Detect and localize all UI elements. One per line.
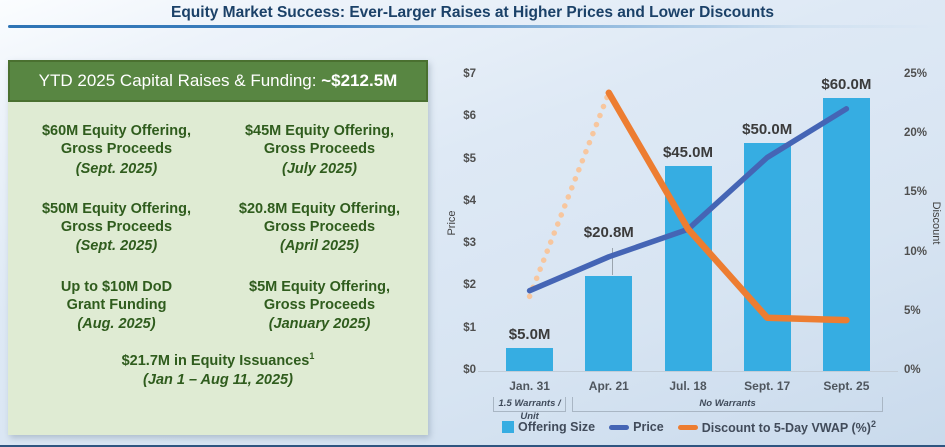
- x-axis-line: [478, 371, 898, 372]
- offering-bar: [585, 276, 633, 371]
- discount-line-swatch: [677, 424, 698, 430]
- x-axis-label: Jul. 18: [669, 379, 707, 393]
- funding-item-text: $45M Equity Offering, Gross Proceeds: [244, 123, 395, 158]
- right-axis-tick: 0%: [904, 364, 921, 376]
- title-divider: [8, 25, 939, 28]
- slide-bottom-border: [0, 445, 945, 447]
- price-line-swatch: [609, 424, 630, 430]
- right-axis-tick: 5%: [904, 304, 921, 317]
- left-axis-tick: $5: [463, 152, 476, 165]
- funding-item: $60M Equity Offering, Gross Proceeds (Sep…: [18, 122, 215, 178]
- capital-raises-header: YTD 2025 Capital Raises & Funding: ~$212…: [8, 60, 428, 102]
- discount-line: [605, 89, 850, 324]
- left-axis-tick: $4: [463, 194, 476, 207]
- x-axis-label: Jan. 31: [509, 379, 550, 393]
- legend-discount: Discount to 5-Day VWAP (%)2: [677, 419, 876, 436]
- funding-item: $5M Equity Offering, Gross Proceeds (Janu…: [221, 278, 418, 334]
- capital-raises-body: $60M Equity Offering, Gross Proceeds (Sep…: [8, 102, 428, 435]
- right-axis-title: Discount: [930, 201, 942, 245]
- offering-bar: [506, 348, 554, 371]
- warrants-bracket: No Warrants: [572, 397, 883, 412]
- warrants-bracket: 1.5 Warrants / Unit: [493, 397, 567, 422]
- page-title: Equity Market Success: Ever-Larger Raise…: [171, 4, 774, 21]
- bar-value-label: $50.0M: [742, 121, 793, 139]
- capital-raises-panel: YTD 2025 Capital Raises & Funding: ~$212…: [8, 60, 428, 435]
- equity-issuances-note: $21.7M in Equity Issuances1 (Jan 1 – Aug…: [18, 351, 418, 389]
- x-axis-label: Apr. 21: [588, 379, 629, 393]
- funding-item: $45M Equity Offering, Gross Proceeds (Jul…: [221, 122, 418, 178]
- left-axis-tick: $2: [463, 279, 476, 292]
- funding-item: $20.8M Equity Offering, Gross Proceeds (A…: [221, 200, 418, 256]
- right-axis-tick: 20%: [904, 127, 928, 140]
- capital-raises-header-text: YTD 2025 Capital Raises & Funding:: [38, 71, 322, 90]
- left-axis-tick: $0: [463, 364, 476, 376]
- chart-legend: Offering Size Price Discount to 5-Day VW…: [488, 419, 890, 435]
- funding-item-date: (January 2025): [268, 316, 371, 333]
- funding-item-date: (July 2025): [282, 160, 357, 177]
- offering-bar: [743, 143, 791, 371]
- legend-price: Price: [609, 420, 664, 434]
- right-axis-tick: 25%: [904, 68, 928, 80]
- legend-discount-label: Discount to 5-Day VWAP (%)2: [701, 419, 876, 436]
- legend-offering-size: Offering Size: [502, 420, 595, 434]
- capital-raises-total: ~$212.5M: [321, 71, 398, 90]
- left-axis-tick: $3: [463, 237, 476, 250]
- left-axis-tick: $1: [463, 321, 476, 334]
- equity-issuances-text: $21.7M in Equity Issuances1: [121, 351, 315, 370]
- legend-price-label: Price: [633, 420, 664, 435]
- discount-line-dotted-segment: [526, 90, 612, 300]
- bar-value-label: $20.8M: [583, 224, 634, 242]
- bar-label-leader-line: [611, 248, 613, 276]
- funding-item-date: (Sept. 2025): [75, 160, 158, 177]
- x-axis-label: Sept. 25: [823, 379, 870, 393]
- bar-value-label: $60.0M: [821, 75, 872, 93]
- left-axis-title: Price: [446, 210, 458, 236]
- right-axis-tick: 15%: [904, 186, 928, 199]
- funding-item: Up to $10M DoD Grant Funding (Aug. 2025): [18, 278, 215, 334]
- bar-value-label: $5.0M: [508, 326, 551, 344]
- funding-item-date: (Sept. 2025): [75, 238, 158, 255]
- right-axis-tick: 10%: [904, 245, 928, 258]
- left-axis-tick: $7: [463, 68, 476, 80]
- funding-item-text: $20.8M Equity Offering, Gross Proceeds: [238, 200, 401, 236]
- funding-item-date: (Aug. 2025): [77, 316, 156, 333]
- funding-item-date: (April 2025): [280, 238, 359, 255]
- bar-value-label: $45.0M: [662, 144, 714, 162]
- x-axis-label: Sept. 17: [744, 379, 791, 393]
- funding-item-text: $5M Equity Offering, Gross Proceeds: [249, 278, 390, 313]
- offering-bar: [822, 97, 870, 371]
- funding-item-text: Up to $10M DoD Grant Funding: [60, 278, 173, 313]
- left-axis-tick: $6: [463, 110, 476, 123]
- offering-size-swatch: [502, 421, 515, 434]
- funding-item-text: $60M Equity Offering, Gross Proceeds: [41, 123, 192, 158]
- funding-items-grid: $60M Equity Offering, Gross Proceeds (Sep…: [18, 122, 418, 333]
- equity-issuances-date: (Jan 1 – Aug 11, 2025): [143, 372, 293, 389]
- legend-offering-size-label: Offering Size: [518, 420, 596, 435]
- price-line: [526, 106, 850, 294]
- funding-item-text: $50M Equity Offering, Gross Proceeds: [41, 200, 192, 236]
- funding-item: $50M Equity Offering, Gross Proceeds (Sep…: [18, 200, 215, 256]
- chart-lines: [526, 89, 850, 324]
